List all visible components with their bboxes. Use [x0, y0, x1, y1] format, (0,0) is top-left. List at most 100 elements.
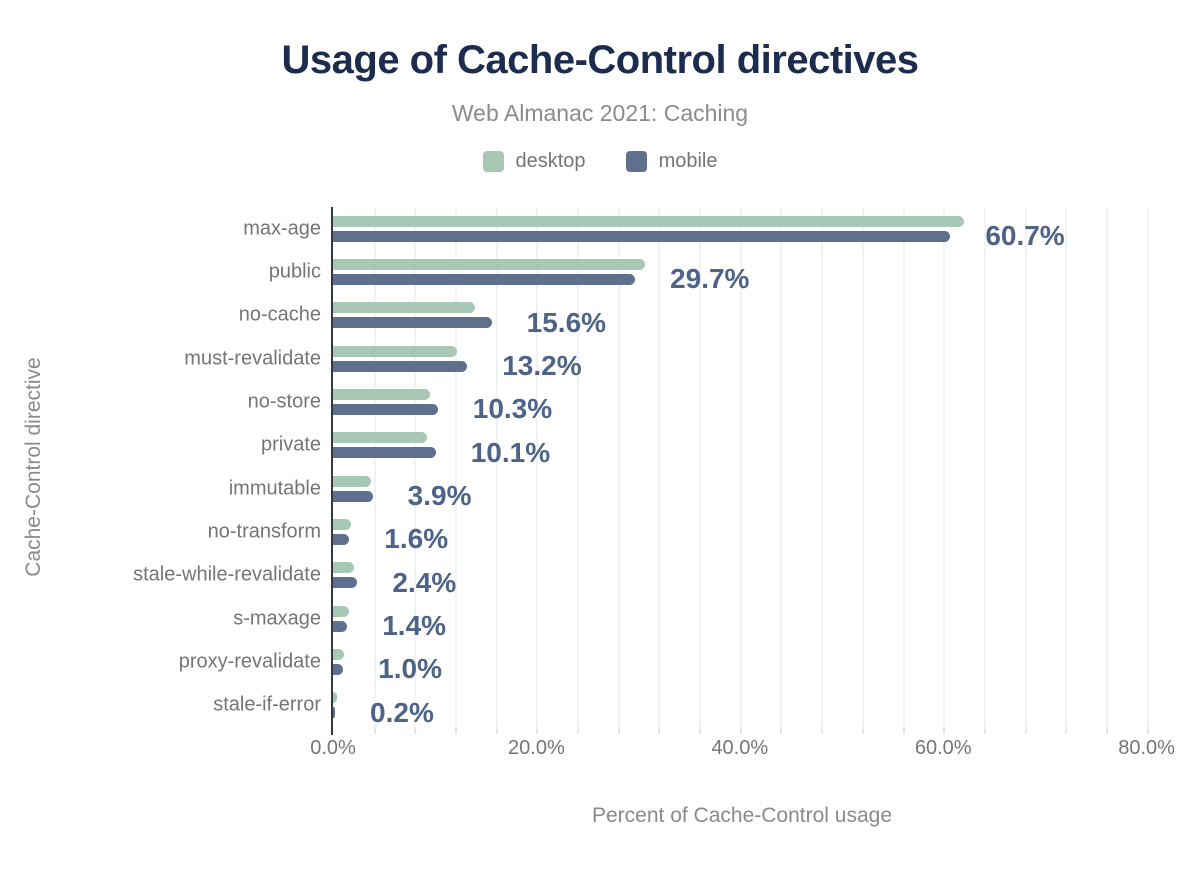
value-label: 15.6%: [526, 306, 607, 338]
axis-minor-tick: [902, 727, 905, 734]
category-label: max-age: [243, 217, 321, 240]
category-label: private: [260, 433, 321, 456]
axis-minor-tick: [1105, 727, 1108, 734]
gridline: [1146, 207, 1149, 727]
axis-minor-tick: [699, 727, 702, 734]
bar-row: immutable 3.9%: [229, 467, 1151, 511]
bar-pair: [333, 215, 1151, 242]
category-label: must-revalidate: [184, 347, 321, 370]
gridline: [861, 207, 864, 727]
desktop-bar: [333, 388, 430, 400]
axis-minor-tick: [780, 727, 783, 734]
bar-row: no-store 10.3%: [248, 380, 1151, 425]
bar-row: max-age 60.7%: [243, 207, 1151, 252]
value-label: 1.0%: [378, 653, 442, 685]
axis-minor-tick: [983, 727, 986, 734]
gridline: [780, 207, 783, 727]
axis-minor-tick: [577, 727, 580, 734]
desktop-bar: [333, 518, 352, 530]
gridline: [1065, 207, 1068, 727]
mobile-bar: [333, 447, 436, 459]
category-label: public: [268, 260, 321, 283]
desktop-bar: [333, 562, 355, 574]
legend: desktop mobile: [0, 150, 1200, 173]
legend-label-mobile: mobile: [658, 150, 718, 172]
gridline: [1024, 207, 1027, 727]
bar-pair: [333, 692, 1151, 719]
x-tick-label: 60.0%: [914, 737, 972, 759]
mobile-bar: [333, 403, 438, 415]
gridline: [414, 207, 417, 727]
x-tick-label: 20.0%: [508, 737, 565, 759]
value-label: 2.4%: [392, 566, 457, 598]
axis-minor-tick: [1146, 727, 1149, 734]
axis-minor-tick: [617, 727, 620, 734]
mobile-bar: [333, 360, 468, 372]
bar-pair: [333, 345, 1151, 372]
axis-minor-tick: [943, 727, 946, 734]
x-tick-label: 40.0%: [711, 737, 769, 759]
axis-minor-tick: [821, 727, 824, 734]
x-tick-label: 80.0%: [1118, 737, 1175, 759]
bar-pair: [333, 432, 1151, 459]
gridline: [617, 207, 620, 727]
legend-item-desktop[interactable]: desktop: [482, 150, 586, 173]
category-label: stale-while-revalidate: [133, 563, 321, 586]
value-label: 60.7%: [985, 220, 1065, 252]
bar-row: must-revalidate 13.2%: [184, 337, 1151, 381]
y-axis-title: Cache-Control directive: [22, 357, 45, 577]
legend-item-mobile[interactable]: mobile: [625, 150, 718, 173]
legend-label-desktop: desktop: [515, 150, 586, 172]
mobile-bar: [333, 230, 951, 242]
category-label: s-maxage: [233, 607, 321, 630]
mobile-swatch-icon: [625, 151, 647, 172]
value-label: 10.1%: [470, 436, 551, 468]
value-label: 1.4%: [382, 610, 447, 642]
value-label: 10.3%: [472, 393, 553, 425]
bar-rows: max-age 60.7% public 29.7% no-cache 15.6…: [133, 207, 1151, 728]
axis-minor-tick: [455, 727, 458, 734]
axis-minor-tick: [373, 727, 376, 734]
mobile-bar: [333, 317, 492, 329]
bar-pair: [333, 258, 1151, 285]
axis-minor-tick: [861, 727, 864, 734]
desktop-bar: [333, 345, 458, 357]
bar-row: no-transform 1.6%: [208, 510, 1151, 554]
mobile-bar: [333, 620, 348, 632]
mobile-bar: [333, 273, 636, 285]
category-label: immutable: [228, 477, 321, 500]
x-axis-title: Percent of Cache-Control usage: [592, 804, 892, 827]
bar-pair: [333, 388, 1151, 415]
axis-minor-tick: [414, 727, 417, 734]
category-label: proxy-revalidate: [178, 650, 321, 673]
bar-row: stale-while-revalidate 2.4%: [133, 554, 1151, 598]
gridline: [455, 207, 458, 727]
mobile-bar: [333, 707, 336, 719]
bar-pair: [333, 302, 1151, 329]
desktop-bar: [333, 258, 646, 270]
gridline: [658, 207, 661, 727]
plot-area: max-age 60.7% public 29.7% no-cache 15.6…: [133, 207, 1151, 735]
chart-title: Usage of Cache-Control directives: [281, 38, 920, 82]
bar-row: no-cache 15.6%: [239, 294, 1151, 338]
category-label: no-store: [247, 390, 321, 413]
axis-minor-tick: [658, 727, 661, 734]
bar-row: public 29.7%: [269, 250, 1151, 294]
gridline: [739, 207, 742, 727]
chart-subtitle: Web Almanac 2021: Caching: [451, 100, 749, 126]
x-tick-label: 0.0%: [310, 737, 356, 759]
bar-row: private 10.1%: [261, 424, 1151, 468]
bar-pair: [333, 562, 1151, 589]
bar-row: proxy-revalidate 1.0%: [179, 640, 1151, 685]
gridline: [943, 207, 946, 727]
gridline: [699, 207, 702, 727]
gridline: [902, 207, 905, 727]
desktop-bar: [333, 648, 345, 660]
desktop-bar: [333, 432, 427, 444]
mobile-bar: [333, 533, 350, 545]
mobile-bar: [333, 663, 344, 675]
gridline: [1105, 207, 1108, 727]
desktop-bar: [333, 692, 338, 704]
axis-minor-tick: [739, 727, 742, 734]
